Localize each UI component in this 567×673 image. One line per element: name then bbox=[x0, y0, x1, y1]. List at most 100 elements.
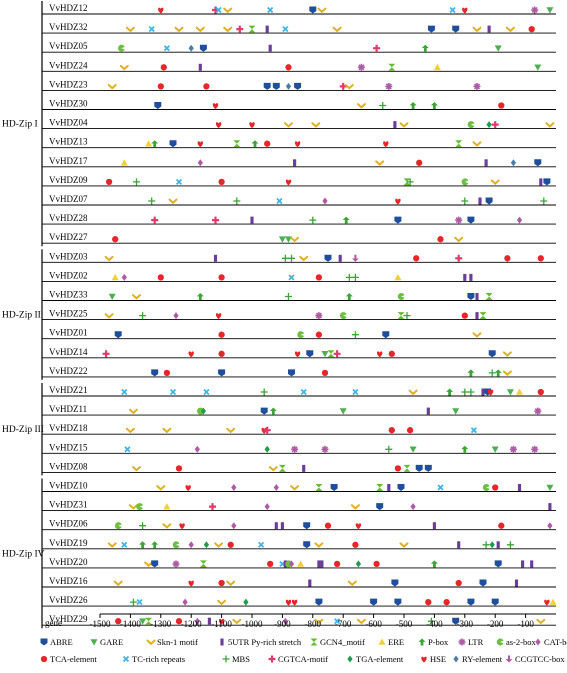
gene-label: VvHDZ16 bbox=[49, 576, 88, 586]
gene-label: VvHDZ03 bbox=[49, 251, 88, 261]
abre-mark bbox=[391, 579, 399, 587]
skn-1-motif-mark bbox=[156, 485, 166, 491]
5utr-py-rich-stretch-mark bbox=[539, 178, 543, 186]
skn-1-motif-mark bbox=[290, 236, 300, 243]
p-box-mark bbox=[467, 369, 475, 377]
gene-label: VvHDZ18 bbox=[49, 423, 88, 433]
legend-label: GARE bbox=[100, 637, 123, 647]
gare-mark bbox=[108, 293, 116, 300]
gcn4-motif-mark bbox=[233, 140, 241, 148]
bar-icon bbox=[220, 638, 224, 646]
p-box-mark bbox=[430, 560, 438, 568]
gare-mark bbox=[409, 446, 417, 453]
5utr-py-rich-stretch-mark bbox=[320, 560, 324, 568]
skn-1-motif-mark bbox=[399, 122, 409, 128]
abre-mark bbox=[324, 254, 332, 262]
tick-label: -300 bbox=[457, 619, 474, 629]
skn-1-motif-mark bbox=[314, 542, 324, 548]
gene-label: VvHDZ20 bbox=[49, 557, 88, 567]
mbs-mark bbox=[379, 102, 387, 109]
mbs-mark bbox=[482, 541, 490, 549]
skn-1-motif-mark bbox=[223, 26, 233, 33]
ere-mark bbox=[111, 273, 119, 281]
abre-mark bbox=[309, 6, 317, 14]
legend-item-p-box: P-box bbox=[418, 637, 449, 647]
gene-row: VvHDZ08 bbox=[42, 461, 556, 473]
as-2-box-mark bbox=[172, 541, 180, 549]
ltr-mark bbox=[172, 560, 180, 568]
skn-1-motif-mark bbox=[162, 523, 172, 529]
gene-label: VvHDZ30 bbox=[49, 99, 88, 109]
tca-element-mark bbox=[218, 331, 225, 338]
p-box-mark bbox=[251, 140, 259, 148]
tick-label: -800 bbox=[305, 619, 322, 629]
gene-label: VvHDZ29 bbox=[49, 614, 88, 624]
cgtca-motif-mark bbox=[491, 121, 499, 129]
cat-box-mark bbox=[547, 522, 553, 530]
gene-label: VvHDZ08 bbox=[49, 461, 88, 471]
5utr-py-rich-stretch-mark bbox=[265, 25, 269, 33]
gare-mark bbox=[139, 618, 147, 625]
tc-rich-repeats-mark bbox=[175, 178, 183, 185]
ry-element-mark bbox=[285, 82, 292, 90]
5utr-py-rich-stretch-mark bbox=[469, 273, 473, 281]
mbs-mark bbox=[540, 197, 548, 205]
gene-row: VvHDZ04 bbox=[42, 118, 556, 130]
cgtca-motif-mark bbox=[263, 426, 271, 434]
tc-rich-repeats-mark bbox=[121, 388, 128, 396]
hse-mark bbox=[294, 351, 301, 358]
ere-mark bbox=[145, 140, 153, 147]
p-box-mark bbox=[269, 407, 277, 415]
mbs-mark bbox=[467, 388, 475, 396]
5utr-py-rich-stretch-mark bbox=[481, 388, 485, 396]
tca-element-mark bbox=[112, 236, 119, 243]
tca-element-mark bbox=[227, 541, 234, 548]
ltr-mark bbox=[531, 445, 539, 453]
tick-label: -1100 bbox=[211, 619, 232, 629]
triangle-up-icon bbox=[378, 638, 386, 645]
ltr-mark bbox=[531, 6, 539, 14]
gene-label: VvHDZ32 bbox=[49, 22, 88, 32]
cat-box-mark bbox=[288, 560, 295, 568]
hse-mark bbox=[285, 179, 292, 186]
skn-1-motif-mark bbox=[226, 427, 236, 434]
asterisk-icon bbox=[458, 638, 466, 646]
skn-1-motif-mark bbox=[125, 26, 135, 33]
cat-box-mark bbox=[264, 503, 270, 511]
ere-mark bbox=[394, 273, 402, 281]
tca-element-mark bbox=[218, 350, 225, 357]
hse-mark bbox=[249, 122, 255, 129]
mbs-mark bbox=[285, 293, 292, 300]
abre-mark bbox=[382, 331, 390, 339]
group-label: HD-Zip III bbox=[2, 425, 44, 435]
tc-rich-repeats-mark bbox=[470, 427, 477, 434]
as-2-box-mark bbox=[136, 503, 143, 511]
gene-label: VvHDZ23 bbox=[49, 79, 88, 89]
abre-mark bbox=[376, 503, 384, 511]
gene-label: VvHDZ26 bbox=[49, 595, 88, 605]
tca-element-mark bbox=[492, 484, 499, 491]
hse-mark bbox=[285, 599, 292, 606]
tick-label: -1000 bbox=[242, 619, 263, 629]
tc-rich-repeats-mark bbox=[282, 26, 289, 33]
skn-1-motif-mark bbox=[214, 542, 224, 548]
legend-label: GCN4_motif bbox=[320, 637, 365, 647]
abre-mark bbox=[543, 178, 551, 186]
ere-mark bbox=[163, 503, 171, 510]
ltr-mark bbox=[473, 82, 481, 90]
ltr-mark bbox=[509, 445, 517, 453]
tga-element-mark bbox=[486, 121, 492, 129]
gene-row: VvHDZ30 bbox=[42, 99, 556, 110]
p-box-mark bbox=[139, 541, 147, 549]
legend-label: Skn-1 motif bbox=[157, 637, 198, 647]
gene-row: VvHDZ12 bbox=[42, 3, 556, 15]
cgtca-motif-mark bbox=[339, 82, 347, 90]
gare-mark bbox=[546, 484, 554, 491]
as-2-box-mark bbox=[482, 484, 490, 491]
abre-mark bbox=[370, 598, 378, 606]
tca-element-mark bbox=[406, 427, 414, 434]
hse-mark bbox=[294, 141, 301, 148]
skn-1-motif-mark bbox=[125, 427, 135, 434]
mbs-mark bbox=[461, 388, 469, 396]
axis-label: gene bbox=[45, 618, 62, 628]
